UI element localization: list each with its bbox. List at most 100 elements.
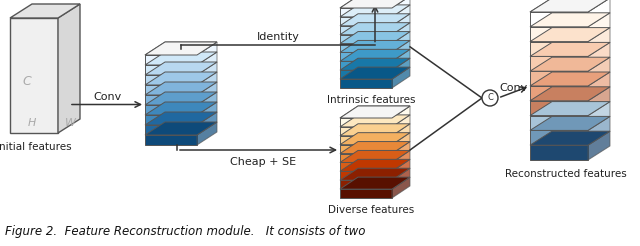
Polygon shape — [197, 72, 217, 95]
Polygon shape — [145, 55, 197, 65]
Polygon shape — [340, 17, 392, 26]
Text: Reconstructed features: Reconstructed features — [505, 169, 627, 179]
Polygon shape — [145, 92, 217, 105]
Polygon shape — [145, 82, 217, 95]
Text: Cheap + SE: Cheap + SE — [230, 157, 296, 167]
Polygon shape — [340, 35, 392, 44]
Polygon shape — [145, 105, 197, 115]
Polygon shape — [530, 87, 610, 101]
Polygon shape — [145, 62, 217, 75]
Polygon shape — [340, 14, 410, 26]
Polygon shape — [588, 13, 610, 42]
Text: W: W — [65, 118, 76, 128]
Polygon shape — [145, 102, 217, 115]
Polygon shape — [145, 75, 197, 85]
Polygon shape — [588, 42, 610, 71]
Text: C: C — [22, 75, 31, 88]
Polygon shape — [588, 0, 610, 27]
Polygon shape — [392, 133, 410, 154]
Polygon shape — [145, 112, 217, 125]
Polygon shape — [340, 79, 392, 88]
Polygon shape — [392, 23, 410, 44]
Polygon shape — [340, 61, 392, 70]
Polygon shape — [340, 44, 392, 52]
Polygon shape — [145, 42, 217, 55]
Polygon shape — [340, 168, 410, 180]
Polygon shape — [340, 124, 410, 136]
Polygon shape — [340, 151, 410, 162]
Text: Diverse features: Diverse features — [328, 205, 415, 215]
Text: C: C — [487, 93, 493, 103]
Polygon shape — [340, 177, 410, 189]
Polygon shape — [340, 118, 392, 127]
Polygon shape — [197, 82, 217, 105]
Polygon shape — [197, 62, 217, 85]
Text: Initial features: Initial features — [0, 142, 72, 152]
Polygon shape — [145, 52, 217, 65]
Polygon shape — [530, 116, 588, 130]
Polygon shape — [392, 40, 410, 61]
Polygon shape — [588, 116, 610, 145]
Polygon shape — [340, 70, 392, 79]
Polygon shape — [340, 145, 392, 154]
Text: Intrinsic features: Intrinsic features — [327, 95, 415, 105]
Polygon shape — [340, 162, 392, 171]
Polygon shape — [392, 159, 410, 180]
Polygon shape — [340, 8, 392, 17]
Polygon shape — [340, 180, 392, 189]
Text: H: H — [28, 118, 36, 128]
Polygon shape — [530, 42, 610, 56]
Circle shape — [482, 90, 498, 106]
Polygon shape — [145, 95, 197, 105]
Polygon shape — [340, 136, 392, 145]
Polygon shape — [145, 65, 197, 75]
Polygon shape — [588, 102, 610, 130]
Polygon shape — [530, 71, 588, 86]
Polygon shape — [588, 131, 610, 160]
Polygon shape — [340, 23, 410, 35]
Polygon shape — [145, 42, 217, 55]
Polygon shape — [392, 0, 410, 17]
Polygon shape — [197, 52, 217, 75]
Polygon shape — [588, 57, 610, 86]
Polygon shape — [145, 85, 197, 95]
Polygon shape — [530, 57, 610, 71]
Polygon shape — [58, 4, 80, 133]
Polygon shape — [197, 42, 217, 65]
Polygon shape — [197, 122, 217, 145]
Polygon shape — [340, 67, 410, 79]
Polygon shape — [588, 87, 610, 116]
Polygon shape — [145, 122, 217, 135]
Polygon shape — [392, 58, 410, 79]
Polygon shape — [145, 125, 197, 135]
Polygon shape — [588, 28, 610, 56]
Polygon shape — [392, 49, 410, 70]
Polygon shape — [392, 177, 410, 198]
Polygon shape — [588, 72, 610, 101]
Polygon shape — [530, 130, 588, 145]
Polygon shape — [340, 49, 410, 61]
Polygon shape — [340, 40, 410, 52]
Polygon shape — [340, 5, 410, 17]
Polygon shape — [10, 4, 80, 18]
Polygon shape — [530, 13, 610, 27]
Polygon shape — [392, 141, 410, 162]
Polygon shape — [340, 31, 410, 44]
Polygon shape — [530, 145, 588, 160]
Polygon shape — [530, 42, 588, 56]
Polygon shape — [340, 26, 392, 35]
Polygon shape — [530, 0, 610, 12]
Polygon shape — [340, 171, 392, 180]
Polygon shape — [392, 168, 410, 189]
Polygon shape — [340, 106, 410, 118]
Polygon shape — [392, 124, 410, 145]
Polygon shape — [530, 131, 610, 145]
Polygon shape — [340, 106, 410, 118]
Polygon shape — [392, 67, 410, 88]
Polygon shape — [530, 27, 588, 42]
Polygon shape — [530, 86, 588, 101]
Polygon shape — [530, 12, 588, 27]
Polygon shape — [197, 102, 217, 125]
Polygon shape — [340, 159, 410, 171]
Text: Identity: Identity — [257, 31, 300, 42]
